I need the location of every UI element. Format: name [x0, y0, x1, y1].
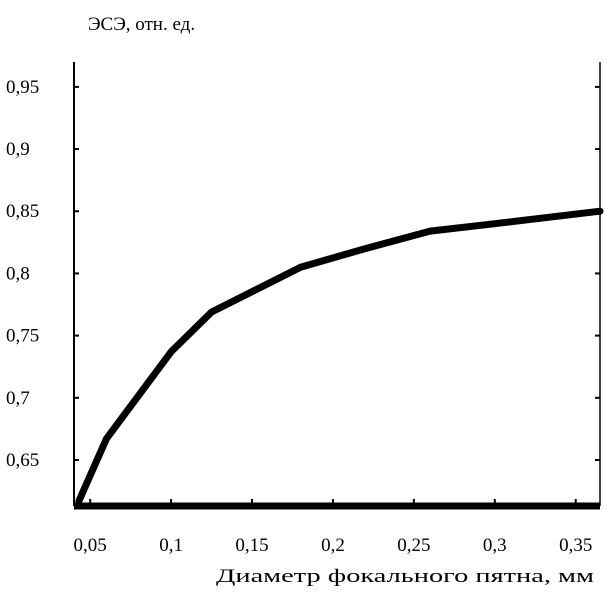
- x-tick-label: 0,15: [235, 535, 268, 556]
- y-tick-label: 0,9: [6, 139, 30, 160]
- x-axis-ticks: 0,05 0,1 0,15 0,2 0,25 0,3 0,35: [74, 499, 592, 556]
- y-tick-label: 0,7: [6, 388, 30, 409]
- x-tick-label: 0,25: [397, 535, 430, 556]
- y-tick-label: 0,75: [6, 326, 39, 347]
- x-tick-label: 0,35: [559, 535, 592, 556]
- y-tick-label: 0,65: [6, 450, 39, 471]
- series-line: [75, 207, 604, 505]
- y-tick-label: 0,8: [6, 263, 30, 284]
- y-axis-title: ЭСЭ, отн. ед.: [88, 14, 195, 35]
- x-tick-label: 0,05: [74, 535, 107, 556]
- y-axis-ticks: 0,65 0,7 0,75 0,8 0,85 0,9 0,95: [6, 77, 600, 471]
- y-tick-label: 0,85: [6, 201, 39, 222]
- x-axis-title: Диаметр фокального пятна, мм: [216, 566, 594, 587]
- series-group: [75, 207, 604, 505]
- x-tick-label: 0,2: [321, 535, 345, 556]
- plot-frame: [73, 62, 601, 510]
- x-tick-label: 0,3: [483, 535, 507, 556]
- y-tick-label: 0,95: [6, 77, 39, 98]
- x-tick-label: 0,1: [159, 535, 183, 556]
